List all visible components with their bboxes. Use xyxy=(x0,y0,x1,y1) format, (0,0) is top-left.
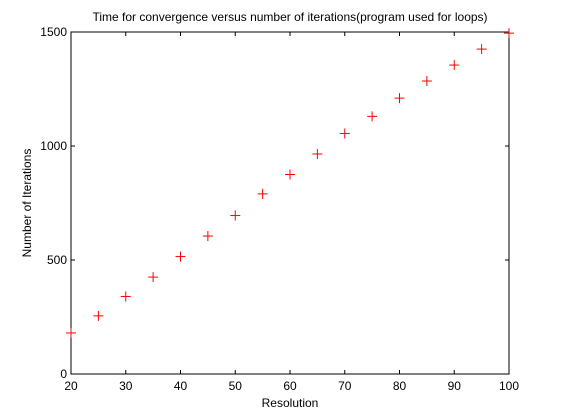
y-tick-label: 1500 xyxy=(40,25,67,39)
data-point-marker xyxy=(120,291,131,302)
x-tick-label: 30 xyxy=(119,379,133,393)
x-tick-label: 40 xyxy=(174,379,188,393)
x-tick-label: 90 xyxy=(448,379,462,393)
x-axis-label: Resolution xyxy=(262,396,319,410)
data-point-marker xyxy=(285,169,295,180)
data-point-marker xyxy=(175,251,186,262)
y-axis-ticks: 0 500 1000 1500 xyxy=(40,25,509,381)
data-point-marker xyxy=(257,188,268,199)
data-point-marker xyxy=(66,327,76,338)
x-tick-label: 60 xyxy=(283,379,297,393)
y-axis-label: Number of Iterations xyxy=(20,149,34,258)
data-point-marker xyxy=(421,76,432,87)
y-tick-label: 0 xyxy=(60,367,67,381)
plot-area: 20 30 40 50 60 70 80 90 100 0 500 1000 1500 xyxy=(40,25,519,393)
data-point-marker xyxy=(312,148,323,159)
y-tick-label: 500 xyxy=(47,253,67,267)
data-point-marker xyxy=(394,93,405,104)
data-point-marker xyxy=(230,210,241,221)
data-point-marker xyxy=(339,128,350,139)
data-point-marker xyxy=(504,28,514,39)
x-tick-label: 100 xyxy=(499,379,519,393)
chart-title: Time for convergence versus number of it… xyxy=(92,10,487,24)
x-axis-ticks: 20 30 40 50 60 70 80 90 100 xyxy=(64,32,519,393)
x-tick-label: 20 xyxy=(64,379,78,393)
x-tick-label: 70 xyxy=(338,379,352,393)
data-point-marker xyxy=(93,310,104,321)
data-point-marker xyxy=(449,60,460,71)
data-point-marker xyxy=(202,231,213,242)
data-markers xyxy=(66,28,514,338)
data-point-marker xyxy=(367,111,378,122)
x-tick-label: 50 xyxy=(229,379,243,393)
data-point-marker xyxy=(476,44,487,55)
x-tick-label: 80 xyxy=(393,379,407,393)
y-tick-label: 1000 xyxy=(40,139,67,153)
data-point-marker xyxy=(148,272,159,283)
